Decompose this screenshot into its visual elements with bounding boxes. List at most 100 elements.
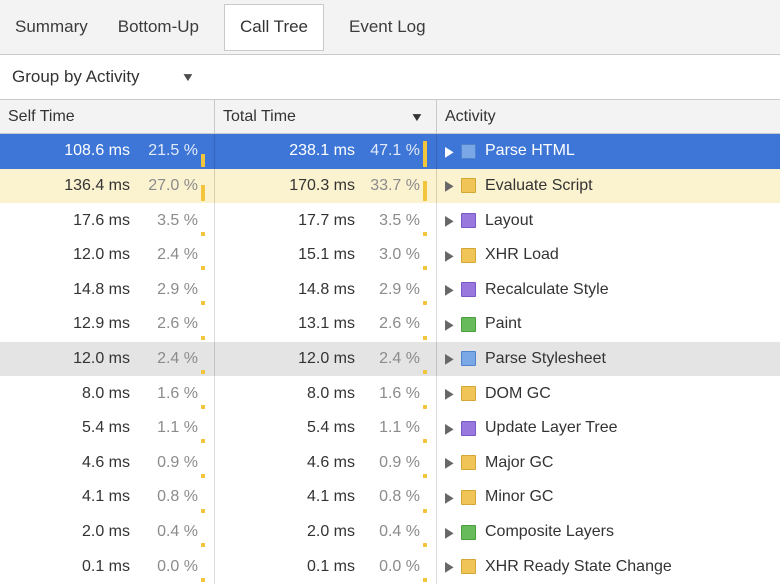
total-time-percent: 0.8 %	[379, 488, 420, 506]
table-row[interactable]: 12.0 ms 2.4 % 12.0 ms 2.4 % ▶ Parse Styl…	[0, 341, 780, 377]
percent-bar	[423, 543, 427, 548]
table-row[interactable]: 12.0 ms 2.4 % 15.1 ms 3.0 % ▶ XHR Load	[0, 237, 780, 273]
total-time-value: 8.0 ms	[306, 384, 355, 402]
total-percent-bar-track	[420, 549, 436, 584]
self-time-percent: 0.8 %	[157, 488, 198, 506]
total-time-cell: 5.4 ms 1.1 %	[215, 410, 437, 446]
self-time-percent: 0.0 %	[157, 557, 198, 575]
expand-arrow-icon[interactable]: ▶	[445, 386, 454, 402]
group-by-selected-value: Group by Activity	[12, 67, 140, 86]
expand-arrow-icon[interactable]: ▶	[445, 282, 454, 298]
self-percent-bar-track	[198, 445, 214, 480]
self-time-cell: 4.6 ms 0.9 %	[0, 445, 215, 481]
table-row[interactable]: 12.9 ms 2.6 % 13.1 ms 2.6 % ▶ Paint	[0, 307, 780, 342]
expand-arrow-icon[interactable]: ▶	[445, 455, 454, 471]
table-row[interactable]: 14.8 ms 2.9 % 14.8 ms 2.9 % ▶ Recalculat…	[0, 272, 780, 308]
activity-category-icon	[461, 524, 476, 540]
table-row[interactable]: 4.1 ms 0.8 % 4.1 ms 0.8 % ▶ Minor GC	[0, 480, 780, 515]
total-time-percent: 3.0 %	[379, 246, 420, 264]
self-percent-bar-track	[198, 169, 214, 204]
percent-bar	[201, 370, 205, 375]
tab-bottom-up[interactable]: Bottom-Up	[117, 17, 199, 36]
expand-arrow-icon[interactable]: ▶	[445, 213, 454, 229]
total-percent-bar-track	[420, 480, 436, 515]
self-time-value: 8.0 ms	[81, 384, 130, 402]
percent-bar	[201, 185, 205, 202]
table-row[interactable]: 5.4 ms 1.1 % 5.4 ms 1.1 % ▶ Update Layer…	[0, 410, 780, 446]
self-time-percent: 1.1 %	[157, 419, 198, 437]
table-row[interactable]: 0.1 ms 0.0 % 0.1 ms 0.0 % ▶ XHR Ready St…	[0, 549, 780, 584]
table-row[interactable]: 108.6 ms 21.5 % 238.1 ms 47.1 % ▶ Parse …	[0, 134, 780, 169]
self-time-value: 17.6 ms	[73, 211, 130, 229]
tab-event-log[interactable]: Event Log	[349, 17, 426, 36]
activity-label: Minor GC	[485, 488, 554, 506]
activity-category-icon	[461, 282, 476, 298]
total-time-cell: 170.3 ms 33.7 %	[215, 168, 437, 204]
self-percent-bar-track	[198, 134, 214, 169]
group-by-dropdown[interactable]: Group by Activity ▼	[12, 67, 195, 87]
activity-cell: ▶ Parse Stylesheet	[437, 342, 780, 377]
total-time-value: 4.6 ms	[306, 453, 355, 471]
percent-bar	[423, 140, 427, 167]
activity-cell: ▶ Minor GC	[437, 480, 780, 515]
activity-cell: ▶ Parse HTML	[437, 134, 780, 169]
total-percent-bar-track	[420, 445, 436, 480]
expand-arrow-icon[interactable]: ▶	[445, 317, 454, 333]
expand-arrow-icon[interactable]: ▶	[445, 179, 454, 195]
activity-label: Parse Stylesheet	[485, 349, 606, 367]
table-row[interactable]: 136.4 ms 27.0 % 170.3 ms 33.7 % ▶ Evalua…	[0, 168, 780, 204]
total-time-cell: 13.1 ms 2.6 %	[215, 307, 437, 342]
activity-label: Evaluate Script	[485, 176, 593, 194]
activity-cell: ▶ DOM GC	[437, 376, 780, 411]
expand-arrow-icon[interactable]: ▶	[445, 248, 454, 264]
tab-summary[interactable]: Summary	[15, 17, 88, 36]
expand-arrow-icon[interactable]: ▶	[445, 559, 454, 575]
expand-arrow-icon[interactable]: ▶	[445, 421, 454, 437]
expand-arrow-icon[interactable]: ▶	[445, 144, 454, 160]
self-time-cell: 17.6 ms 3.5 %	[0, 203, 215, 238]
activity-label: Major GC	[485, 453, 554, 471]
table-header: Self Time Total Time ▼ Activity	[0, 100, 780, 134]
activity-label: XHR Ready State Change	[485, 557, 672, 575]
total-time-percent: 3.5 %	[379, 211, 420, 229]
total-time-cell: 17.7 ms 3.5 %	[215, 203, 437, 238]
column-header-total-time[interactable]: Total Time ▼	[215, 100, 437, 133]
expand-arrow-icon[interactable]: ▶	[445, 352, 454, 368]
self-percent-bar-track	[198, 307, 214, 342]
table-row[interactable]: 4.6 ms 0.9 % 4.6 ms 0.9 % ▶ Major GC	[0, 445, 780, 481]
expand-arrow-icon[interactable]: ▶	[445, 490, 454, 506]
column-header-self-time[interactable]: Self Time	[0, 100, 215, 133]
tab-call-tree[interactable]: Call Tree	[223, 3, 325, 51]
table-row[interactable]: 8.0 ms 1.6 % 8.0 ms 1.6 % ▶ DOM GC	[0, 376, 780, 411]
total-time-value: 17.7 ms	[298, 211, 355, 229]
self-time-cell: 2.0 ms 0.4 %	[0, 514, 215, 550]
total-percent-bar-track	[420, 134, 436, 169]
activity-cell: ▶ Layout	[437, 203, 780, 238]
self-time-value: 136.4 ms	[64, 176, 130, 194]
self-percent-bar-track	[198, 203, 214, 238]
expand-arrow-icon[interactable]: ▶	[445, 525, 454, 541]
activity-category-icon	[461, 247, 476, 263]
percent-bar	[201, 508, 205, 513]
total-percent-bar-track	[420, 411, 436, 446]
percent-bar	[423, 439, 427, 444]
activity-cell: ▶ Evaluate Script	[437, 169, 780, 204]
percent-bar	[201, 543, 205, 548]
self-percent-bar-track	[198, 515, 214, 550]
activity-category-icon	[461, 420, 476, 436]
column-header-activity[interactable]: Activity	[437, 100, 780, 133]
self-time-value: 108.6 ms	[64, 142, 130, 160]
self-percent-bar-track	[198, 342, 214, 377]
self-time-percent: 2.9 %	[157, 280, 198, 298]
percent-bar	[423, 301, 427, 306]
table-row[interactable]: 17.6 ms 3.5 % 17.7 ms 3.5 % ▶ Layout	[0, 203, 780, 238]
self-time-percent: 27.0 %	[148, 176, 198, 194]
table-row[interactable]: 2.0 ms 0.4 % 2.0 ms 0.4 % ▶ Composite La…	[0, 514, 780, 550]
activity-label: Paint	[485, 315, 522, 333]
total-time-cell: 238.1 ms 47.1 %	[215, 134, 437, 169]
activity-label: Composite Layers	[485, 523, 614, 540]
total-time-percent: 2.6 %	[379, 315, 420, 333]
activity-label: Layout	[485, 211, 534, 229]
self-time-value: 14.8 ms	[73, 280, 130, 298]
